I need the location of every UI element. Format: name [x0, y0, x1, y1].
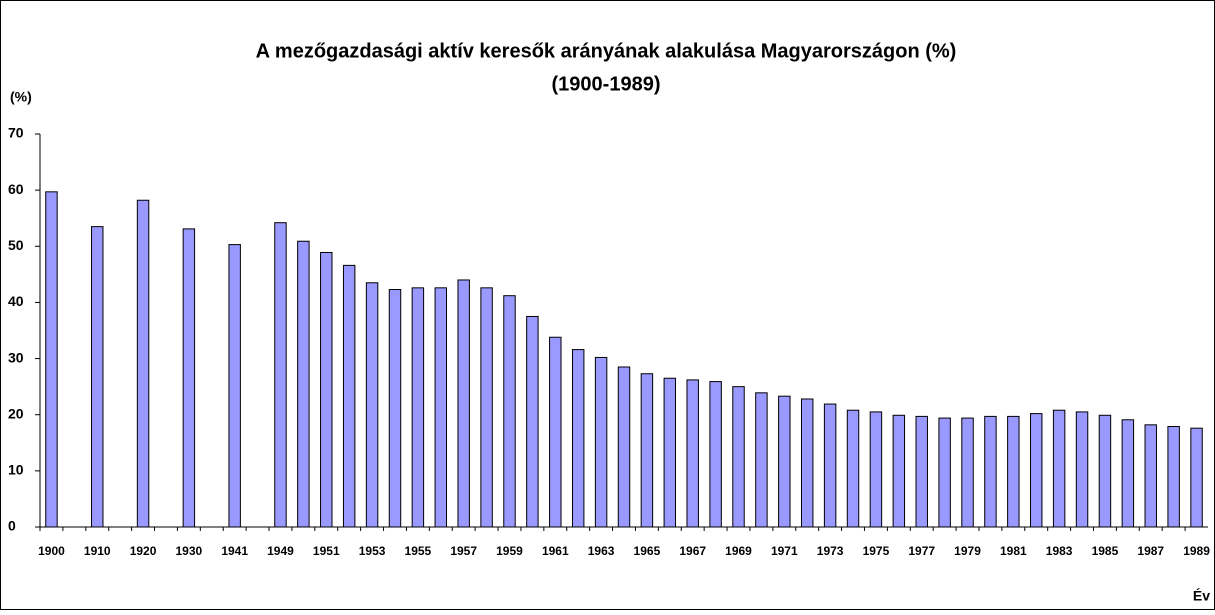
x-axis-label: Év	[1193, 588, 1210, 604]
x-tick-label: 1957	[450, 544, 477, 558]
bar	[1121, 419, 1135, 528]
x-tick-label: 1979	[954, 544, 981, 558]
bar	[846, 409, 860, 528]
bar	[961, 417, 974, 528]
bar	[1190, 427, 1203, 528]
y-tick-label: 10	[8, 462, 24, 478]
x-tick-label: 1963	[588, 544, 615, 558]
bar	[1167, 426, 1180, 528]
x-tick-label: 1941	[221, 544, 248, 558]
bar	[503, 295, 516, 528]
y-tick-label: 20	[8, 405, 24, 421]
bar	[1052, 409, 1066, 528]
bar	[320, 251, 333, 528]
bar	[594, 356, 608, 528]
x-tick-label: 1965	[634, 544, 661, 558]
bar	[640, 373, 654, 528]
x-tick-label: 1977	[908, 544, 935, 558]
y-tick-label: 40	[8, 293, 24, 309]
x-tick-label: 1961	[542, 544, 569, 558]
bar	[182, 228, 196, 528]
bar	[1007, 415, 1020, 528]
bar	[388, 289, 402, 528]
x-tick-label: 1955	[405, 544, 432, 558]
bar	[938, 417, 951, 528]
x-tick-label: 1983	[1046, 544, 1073, 558]
chart-subtitle: (1900-1989)	[552, 73, 661, 95]
x-tick-label: 1900	[38, 544, 65, 558]
x-tick-label: 1951	[313, 544, 340, 558]
bar	[1098, 414, 1112, 528]
bar	[1075, 411, 1089, 528]
x-tick-label: 1973	[817, 544, 844, 558]
bar	[274, 222, 287, 528]
y-tick-label: 50	[8, 237, 24, 253]
x-tick-label: 1987	[1137, 544, 1164, 558]
bar	[526, 315, 539, 528]
bar	[892, 414, 906, 528]
bar	[457, 279, 470, 528]
x-tick-label: 1930	[176, 544, 203, 558]
bar	[45, 191, 58, 528]
y-tick-label: 30	[8, 349, 24, 365]
bar	[732, 386, 745, 528]
bar	[480, 287, 493, 528]
bar	[869, 411, 883, 528]
bar	[549, 336, 562, 528]
x-tick-label: 1985	[1092, 544, 1119, 558]
x-tick-label: 1959	[496, 544, 523, 558]
bar	[365, 282, 379, 528]
x-tick-label: 1910	[84, 544, 111, 558]
bar	[91, 226, 104, 528]
bar	[915, 415, 928, 528]
y-tick-label: 70	[8, 125, 24, 141]
x-tick-label: 1989	[1183, 544, 1210, 558]
bar	[434, 287, 448, 528]
x-tick-label: 1971	[771, 544, 798, 558]
bar	[800, 398, 814, 528]
bar	[755, 392, 768, 528]
x-tick-label: 1920	[130, 544, 157, 558]
x-tick-label: 1953	[359, 544, 386, 558]
bar	[984, 415, 997, 528]
y-tick-label: 60	[8, 181, 24, 197]
bar	[571, 349, 585, 528]
x-tick-label: 1975	[863, 544, 890, 558]
x-tick-label: 1967	[679, 544, 706, 558]
bar	[663, 377, 677, 528]
bar	[686, 379, 699, 528]
x-tick-label: 1949	[267, 544, 294, 558]
bar	[411, 287, 425, 528]
bar	[823, 403, 837, 528]
bar	[1144, 424, 1157, 528]
y-tick-label: 0	[8, 518, 16, 534]
bar	[1030, 413, 1043, 528]
bar	[778, 395, 791, 528]
chart-title: A mezőgazdasági aktív keresők arányának …	[256, 40, 957, 62]
bar	[297, 240, 310, 528]
bar	[617, 366, 631, 528]
x-tick-label: 1969	[725, 544, 752, 558]
bar	[342, 264, 356, 528]
bar	[709, 381, 722, 528]
y-axis-label: (%)	[10, 89, 32, 105]
bar	[228, 244, 241, 528]
x-tick-label: 1981	[1000, 544, 1027, 558]
bar	[136, 199, 150, 528]
